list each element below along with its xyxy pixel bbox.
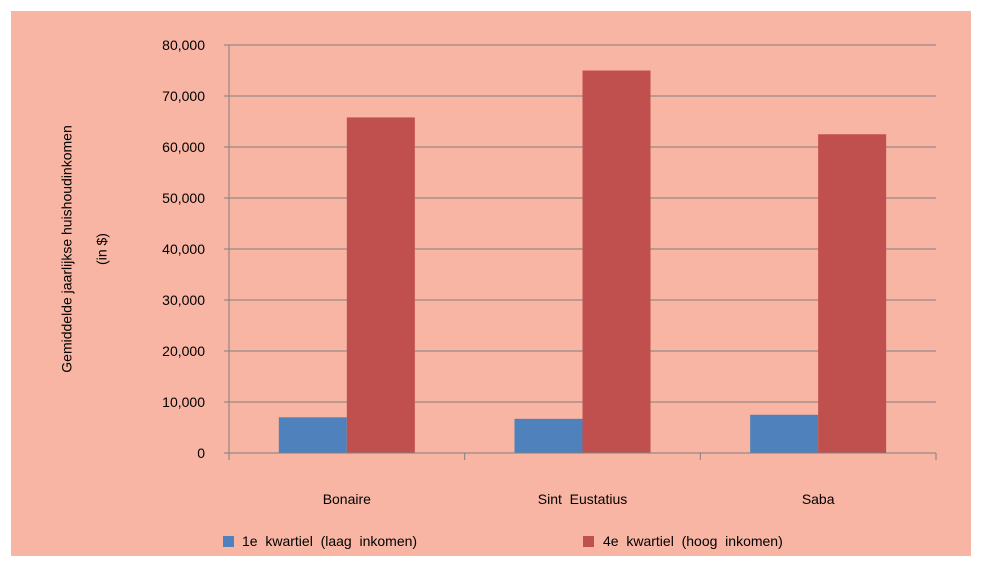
y-axis-title-line2: (in $) bbox=[94, 233, 110, 265]
legend-swatch-1e-kwartiel bbox=[223, 536, 234, 547]
y-tick-label: 10,000 bbox=[162, 394, 205, 410]
category-label: Sint Eustatius bbox=[538, 491, 628, 507]
bars bbox=[278, 70, 887, 454]
category-labels: Bonaire Sint Eustatius Saba bbox=[323, 491, 835, 507]
bar-1e-kwartiel-1 bbox=[514, 418, 583, 453]
category-label: Saba bbox=[802, 491, 835, 507]
bar-1e-kwartiel-2 bbox=[750, 414, 819, 453]
category-label: Bonaire bbox=[323, 491, 371, 507]
y-tick-label: 50,000 bbox=[162, 190, 205, 206]
bar-4e-kwartiel-0 bbox=[346, 117, 415, 454]
y-tick-label: 70,000 bbox=[162, 88, 205, 104]
x-tick-marks bbox=[228, 453, 937, 460]
y-tick-label: 30,000 bbox=[162, 292, 205, 308]
chart-area bbox=[11, 11, 971, 556]
legend-label-4e-kwartiel: 4e kwartiel (hoog inkomen) bbox=[603, 533, 783, 549]
bar-4e-kwartiel-1 bbox=[582, 70, 651, 453]
legend: 1e kwartiel (laag inkomen) 4e kwartiel (… bbox=[223, 533, 783, 549]
y-axis-title-line1: Gemiddelde jaarlijkse huishoudinkomen bbox=[59, 125, 75, 372]
bar-1e-kwartiel-0 bbox=[278, 417, 347, 453]
y-tick-label: 0 bbox=[197, 445, 205, 461]
legend-label-1e-kwartiel: 1e kwartiel (laag inkomen) bbox=[242, 533, 417, 549]
y-tick-label: 20,000 bbox=[162, 343, 205, 359]
bar-4e-kwartiel-2 bbox=[818, 134, 887, 453]
y-tick-label: 60,000 bbox=[162, 139, 205, 155]
y-tick-label: 80,000 bbox=[162, 37, 205, 53]
y-tick-label: 40,000 bbox=[162, 241, 205, 257]
y-tick-labels: 0 10,000 20,000 30,000 40,000 50,000 60,000 70,… bbox=[162, 37, 205, 461]
legend-swatch-4e-kwartiel bbox=[583, 536, 594, 547]
axes bbox=[228, 45, 936, 454]
